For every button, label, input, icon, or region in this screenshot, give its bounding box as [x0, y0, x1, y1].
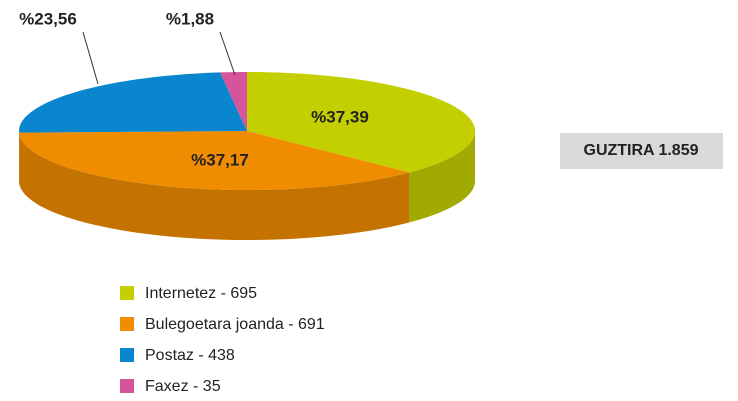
value-label: %23,56 — [19, 9, 77, 28]
value-label: %37,17 — [191, 150, 249, 169]
value-label: %1,88 — [166, 9, 214, 28]
leader-line — [219, 31, 236, 76]
pie-slice — [247, 72, 475, 173]
legend-swatch — [120, 348, 134, 362]
legend-label: Faxez - 35 — [145, 378, 221, 395]
total-box — [560, 133, 723, 169]
legend-swatch — [120, 317, 134, 331]
legend-label: Bulegoetara joanda - 691 — [145, 316, 325, 333]
pie-slice — [220, 72, 247, 131]
legend-swatch — [120, 379, 134, 393]
leader-line — [82, 31, 99, 85]
pie-side — [19, 132, 410, 240]
total-label: GUZTIRA 1.859 — [584, 142, 699, 159]
value-label: %37,39 — [311, 107, 369, 126]
legend-label: Postaz - 438 — [145, 347, 235, 364]
legend-swatch — [120, 286, 134, 300]
legend-label: Internetez - 695 — [145, 285, 257, 302]
pie-slice — [19, 72, 248, 133]
pie-side — [409, 131, 475, 223]
pie-slice — [19, 131, 410, 190]
